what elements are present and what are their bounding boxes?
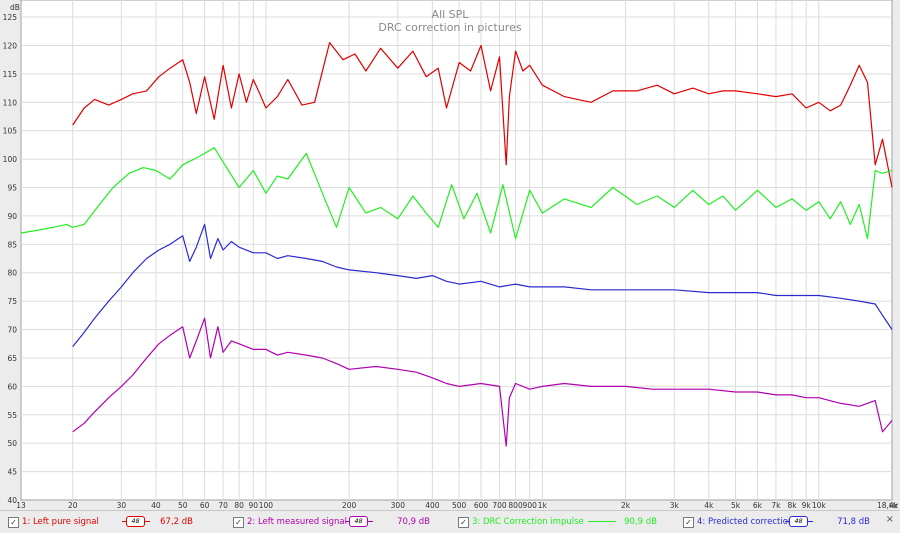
x-tick-label: 3k [670,501,680,510]
legend-label-2: 2: Left measured signal [247,517,347,527]
legend-label-1: 1: Left pure signal [22,517,99,527]
y-tick-label: 70 [7,326,17,335]
x-tick-label: 800 [508,501,523,510]
series-line-3 [20,147,893,240]
y-tick-label: 55 [7,411,17,420]
x-tick-label: 6k [753,501,763,510]
y-tick-label: 115 [3,70,18,79]
legend-item-2[interactable]: ✓ 2: Left measured signal 48 70,9 dB [225,513,450,531]
x-tick-label: 8k [787,501,797,510]
legend-filter-box-2[interactable]: 48 [349,516,368,527]
x-tick-label: 60 [200,501,210,510]
y-axis-unit: dB [10,3,20,12]
y-tick-label: 100 [3,155,18,164]
x-tick-label: 10k [812,501,827,510]
legend-checkbox-1[interactable]: ✓ [8,516,19,528]
legend-bar: ✓ 1: Left pure signal 48 67,2 dB ✓ 2: Le… [0,510,900,533]
x-tick-label: 500 [452,501,467,510]
y-tick-label: 105 [3,127,18,136]
y-tick-label: 45 [7,468,17,477]
legend-item-4[interactable]: ✓ 4: Predicted correction 48 71,8 dB [675,513,900,531]
y-tick-label: 85 [7,240,17,249]
y-tick-label: 120 [3,41,18,50]
y-tick-label: 90 [7,212,17,221]
close-icon[interactable]: × [885,514,894,525]
x-tick-label: 400 [425,501,440,510]
x-axis: 13 20 30 40 50 60 70 80 90 100 200 300 400 500 600 700 8… [16,501,898,510]
legend-item-1[interactable]: ✓ 1: Left pure signal 48 67,2 dB [0,513,225,531]
x-tick-label: 40 [151,501,161,510]
series-group [20,41,893,447]
chart-title: All SPL [432,8,470,21]
y-tick-label: 65 [7,354,17,363]
x-tick-label: 80 [234,501,244,510]
y-tick-label: 60 [7,382,17,391]
legend-value-1: 67,2 dB [160,517,193,527]
x-tick-label: 300 [391,501,406,510]
x-tick-label: 90 [249,501,259,510]
y-tick-label: 75 [7,297,17,306]
y-tick-label: 95 [7,184,17,193]
series-line-2 [72,317,893,447]
legend-item-3[interactable]: ✓ 3: DRC Correction impulse 90,9 dB [450,513,675,531]
legend-filter-box-1[interactable]: 48 [126,516,145,527]
x-tick-label: 100 [259,501,274,510]
series-line-4 [72,223,893,347]
legend-value-3: 90,9 dB [624,517,657,527]
y-tick-label: 80 [7,269,17,278]
spl-chart: 40 45 50 55 60 65 70 75 80 85 90 95 100 105 110 115 120 1… [3,0,899,510]
legend-value-2: 70,9 dB [397,517,430,527]
grid [21,0,892,500]
chart-subtitle: DRC correction in pictures [378,21,521,34]
plot-area [20,0,893,501]
x-tick-label: 20 [68,501,78,510]
y-axis: 40 45 50 55 60 65 70 75 80 85 90 95 100 105 110 115 120 1… [3,13,18,505]
x-tick-label: 2k [621,501,631,510]
x-tick-label: 50 [178,501,188,510]
x-tick-label: 200 [342,501,357,510]
x-tick-label: 900 [523,501,538,510]
y-tick-label: 40 [7,496,17,505]
x-axis-unit: Hz [889,502,898,510]
x-tick-label: 18,4k [877,501,899,510]
legend-checkbox-2[interactable]: ✓ [233,516,244,528]
y-tick-label: 50 [7,439,17,448]
x-tick-label: 4k [704,501,714,510]
x-tick-label: 1k [538,501,548,510]
legend-line-3 [588,521,616,522]
legend-label-3: 3: DRC Correction impulse [472,517,584,527]
x-tick-label: 600 [474,501,489,510]
legend-checkbox-3[interactable]: ✓ [458,516,469,528]
series-line-1 [72,41,893,188]
x-tick-label: 13 [16,501,26,510]
legend-label-4: 4: Predicted correction [697,517,794,527]
x-tick-label: 5k [731,501,741,510]
y-tick-label: 125 [3,13,18,22]
legend-value-4: 71,8 dB [837,517,870,527]
x-tick-label: 30 [117,501,127,510]
x-tick-label: 700 [492,501,507,510]
y-tick-label: 110 [3,98,18,107]
x-tick-label: 70 [218,501,228,510]
x-tick-label: 7k [771,501,781,510]
legend-filter-box-4[interactable]: 48 [789,516,808,527]
x-tick-label: 9k [802,501,812,510]
legend-checkbox-4[interactable]: ✓ [683,516,694,528]
